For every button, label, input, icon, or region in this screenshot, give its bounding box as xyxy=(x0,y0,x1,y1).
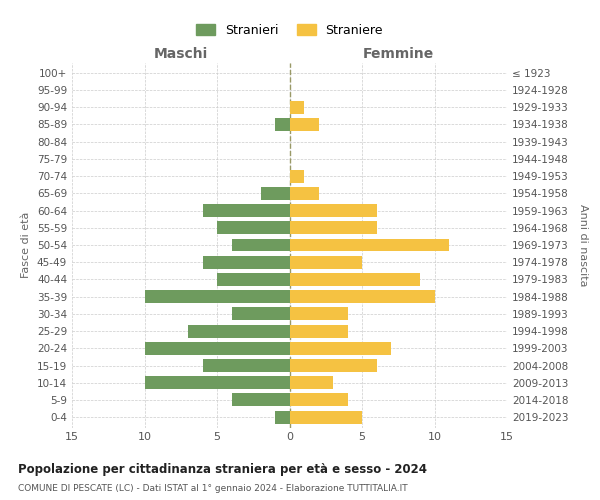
Bar xyxy=(290,101,304,114)
Bar xyxy=(290,376,333,389)
Bar xyxy=(275,410,290,424)
Bar xyxy=(290,308,347,320)
Bar xyxy=(290,394,347,406)
Text: COMUNE DI PESCATE (LC) - Dati ISTAT al 1° gennaio 2024 - Elaborazione TUTTITALIA: COMUNE DI PESCATE (LC) - Dati ISTAT al 1… xyxy=(18,484,407,493)
Bar xyxy=(260,187,290,200)
Bar xyxy=(290,290,434,303)
Bar xyxy=(290,238,449,252)
Bar xyxy=(290,187,319,200)
Bar xyxy=(290,204,377,217)
Bar xyxy=(290,273,420,286)
Bar xyxy=(275,118,290,131)
Text: Maschi: Maschi xyxy=(154,47,208,61)
Legend: Stranieri, Straniere: Stranieri, Straniere xyxy=(190,18,389,43)
Y-axis label: Fasce di età: Fasce di età xyxy=(22,212,31,278)
Bar xyxy=(203,204,290,217)
Bar xyxy=(290,170,304,182)
Bar xyxy=(290,222,377,234)
Bar xyxy=(203,256,290,268)
Bar xyxy=(290,118,319,131)
Bar xyxy=(217,273,290,286)
Bar xyxy=(290,410,362,424)
Y-axis label: Anni di nascita: Anni di nascita xyxy=(578,204,588,286)
Text: Popolazione per cittadinanza straniera per età e sesso - 2024: Popolazione per cittadinanza straniera p… xyxy=(18,462,427,475)
Bar xyxy=(290,342,391,355)
Bar xyxy=(203,359,290,372)
Text: Femmine: Femmine xyxy=(362,47,434,61)
Bar xyxy=(145,342,290,355)
Bar xyxy=(232,308,290,320)
Bar xyxy=(217,222,290,234)
Bar xyxy=(290,256,362,268)
Bar xyxy=(145,290,290,303)
Bar xyxy=(232,238,290,252)
Bar xyxy=(290,359,377,372)
Bar xyxy=(145,376,290,389)
Bar xyxy=(290,324,347,338)
Bar xyxy=(232,394,290,406)
Bar xyxy=(188,324,290,338)
